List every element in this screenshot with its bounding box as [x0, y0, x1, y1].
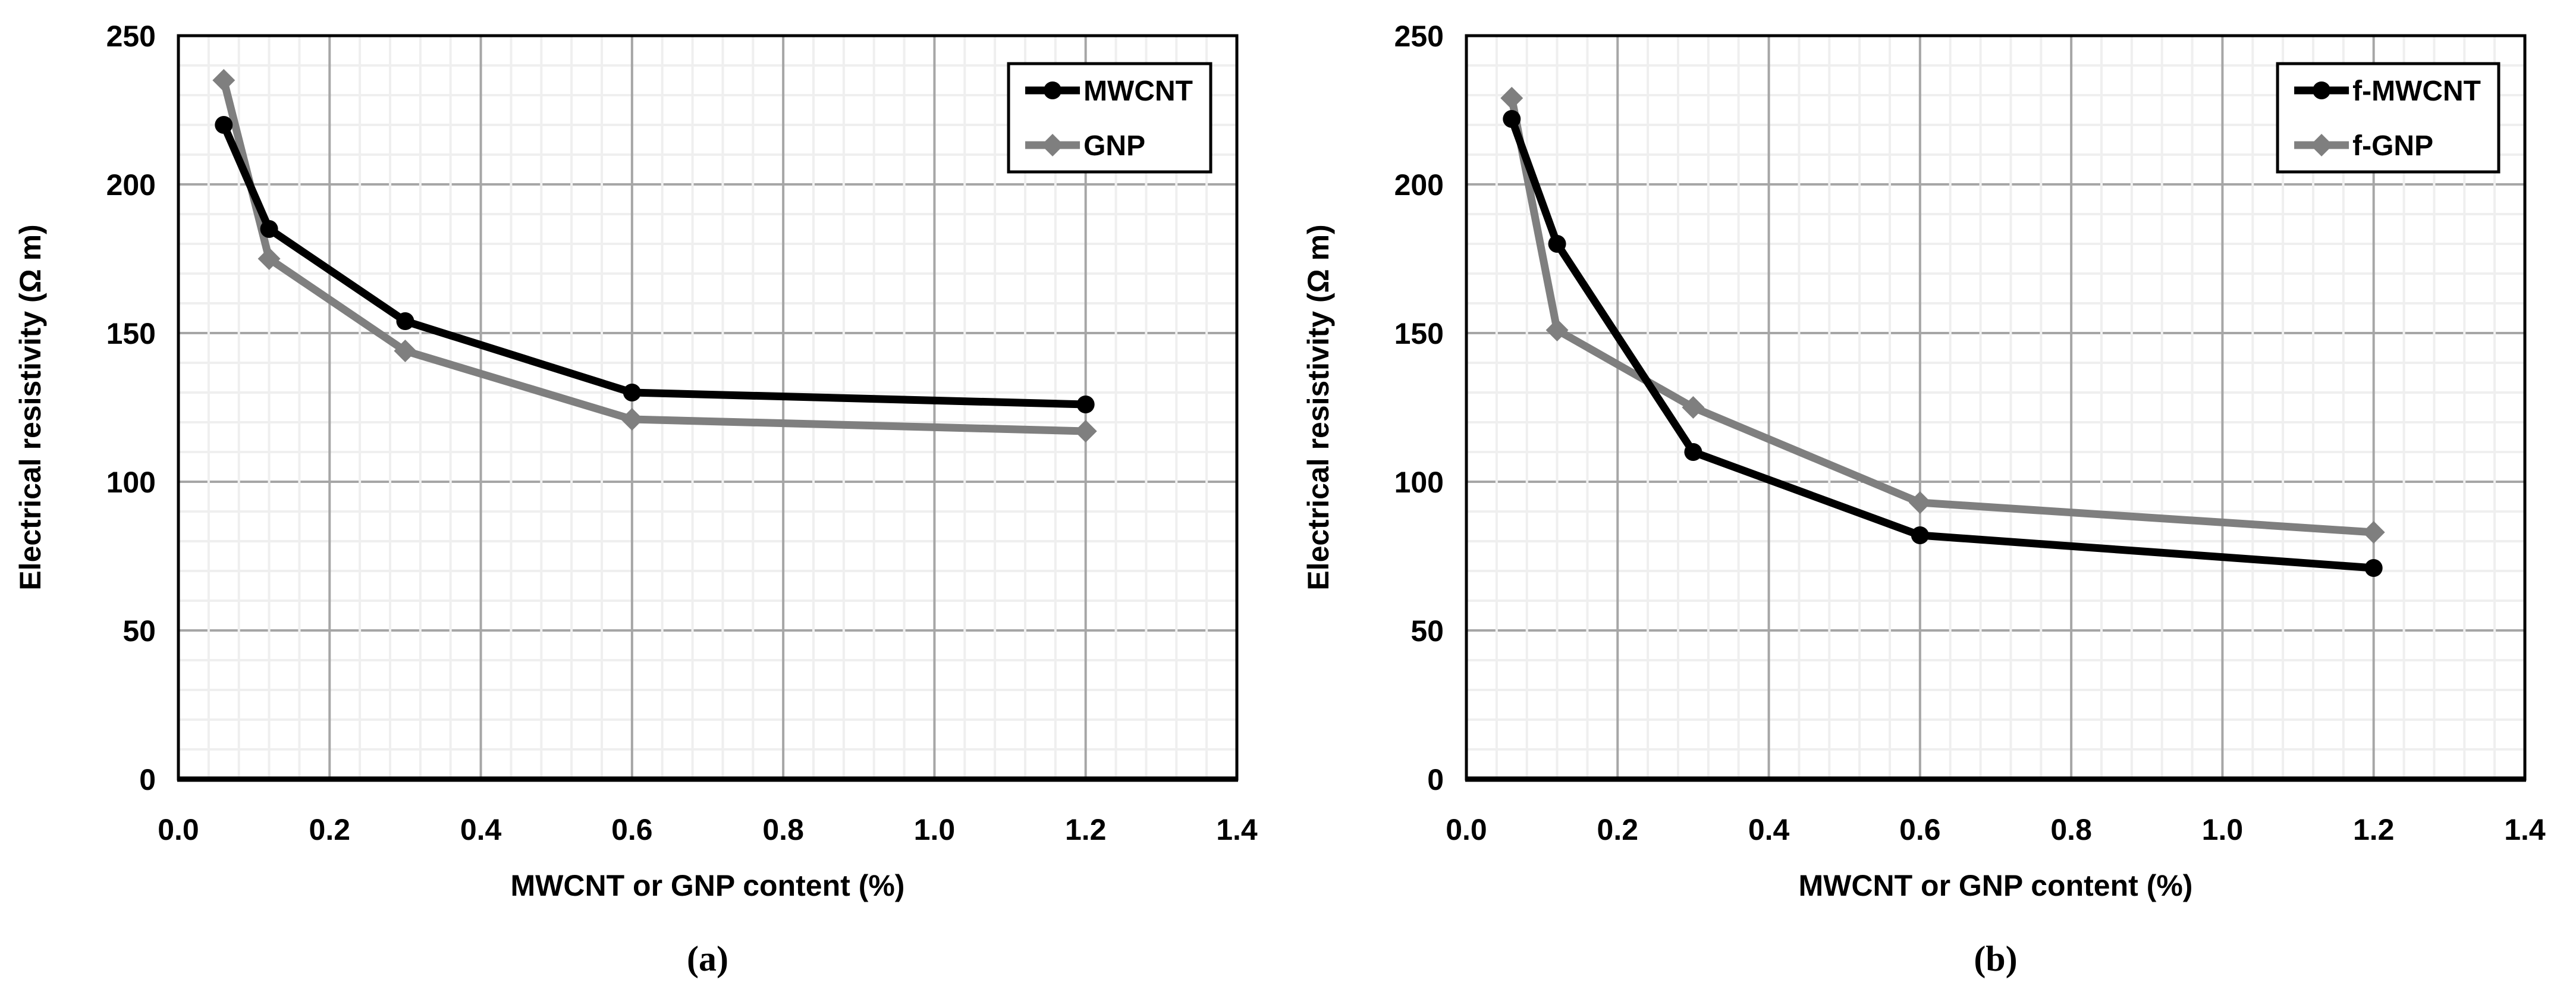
legend-label: f-MWCNT	[2352, 76, 2481, 107]
x-tick-label: 1.2	[2353, 813, 2395, 846]
y-tick-label: 0	[1427, 763, 1444, 796]
y-tick-label: 100	[1394, 466, 1444, 499]
legend-item-gnp: GNP	[1025, 130, 1145, 162]
x-tick-labels: 0.0 0.2 0.4 0.6 0.8 1.0 1.2 1.4	[1446, 813, 2546, 846]
y-tick-labels: 0 50 100 150 200 250	[1394, 20, 1444, 796]
data-point-diamond	[1908, 491, 1931, 514]
y-tick-label: 200	[106, 168, 156, 202]
x-tick-label: 0.8	[762, 813, 804, 846]
data-point-diamond	[212, 69, 235, 92]
legend-label: GNP	[1083, 130, 1145, 162]
data-point-circle	[1911, 526, 1929, 544]
chart-b: 0.0 0.2 0.4 0.6 0.8 1.0 1.2 1.4 0 50 100 150 200 250 M…	[1288, 0, 2576, 998]
x-tick-label: 1.4	[1216, 813, 1258, 846]
y-tick-label: 200	[1394, 168, 1444, 202]
x-tick-label: 0.6	[1899, 813, 1941, 846]
data-point-diamond	[257, 247, 281, 270]
legend-label: MWCNT	[1083, 76, 1193, 107]
x-tick-labels: 0.0 0.2 0.4 0.6 0.8 1.0 1.2 1.4	[158, 813, 1258, 846]
x-axis-title: MWCNT or GNP content (%)	[511, 869, 905, 902]
series-f-gnp	[1500, 87, 2385, 544]
x-tick-label: 0.4	[1748, 813, 1790, 846]
x-tick-label: 1.4	[2504, 813, 2546, 846]
gridlines	[1466, 36, 2525, 779]
y-tick-label: 0	[139, 763, 156, 796]
data-point-diamond	[1545, 319, 1569, 341]
x-tick-label: 0.6	[611, 813, 653, 846]
y-tick-label: 250	[106, 20, 156, 53]
data-point-diamond	[1682, 396, 1705, 419]
data-point-circle	[1684, 443, 1702, 461]
legend-box	[2276, 62, 2500, 174]
legend-box	[1007, 62, 1212, 174]
x-axis-title: MWCNT or GNP content (%)	[1799, 869, 2193, 902]
data-point-diamond	[1074, 420, 1097, 442]
data-point-diamond	[2362, 521, 2385, 544]
panel-b: 0.0 0.2 0.4 0.6 0.8 1.0 1.2 1.4 0 50 100 150 200 250 M…	[1288, 0, 2576, 998]
y-tick-label: 150	[1394, 317, 1444, 350]
x-tick-label: 0.0	[158, 813, 199, 846]
y-tick-label: 50	[122, 614, 156, 648]
data-point-circle	[1044, 81, 1062, 99]
data-point-circle	[1503, 110, 1521, 128]
x-tick-label: 0.2	[1597, 813, 1639, 846]
y-tick-label: 250	[1394, 20, 1444, 53]
x-tick-label: 0.0	[1446, 813, 1487, 846]
y-axis-title: Electrical resistivity (Ω m)	[1302, 224, 1335, 590]
series-mwcnt	[215, 116, 1095, 413]
data-point-diamond	[1500, 87, 1523, 109]
data-point-circle	[396, 312, 414, 330]
data-point-circle	[2364, 559, 2383, 577]
x-tick-label: 0.8	[2050, 813, 2092, 846]
legend: f-MWCNT f-GNP	[2276, 62, 2500, 174]
y-tick-label: 100	[106, 466, 156, 499]
x-tick-label: 0.2	[309, 813, 351, 846]
y-tick-label: 150	[106, 317, 156, 350]
legend-item-f-mwcnt: f-MWCNT	[2294, 76, 2481, 107]
caption-b: (b)	[1974, 939, 2018, 978]
data-point-diamond	[1041, 134, 1064, 156]
series-f-mwcnt	[1503, 110, 2383, 577]
data-point-circle	[260, 220, 278, 238]
x-tick-label: 1.2	[1065, 813, 1107, 846]
data-point-diamond	[2310, 134, 2333, 156]
y-axis-title: Electrical resistivity (Ω m)	[14, 224, 47, 590]
data-point-circle	[1548, 235, 1566, 253]
chart-a: 0.0 0.2 0.4 0.6 0.8 1.0 1.2 1.4 0 50 100 150 200 250 M…	[14, 20, 1258, 902]
data-point-circle	[2313, 81, 2331, 99]
legend-item-mwcnt: MWCNT	[1025, 76, 1193, 107]
data-point-circle	[1076, 396, 1095, 413]
x-tick-label: 0.4	[460, 813, 502, 846]
x-tick-label: 1.0	[2202, 813, 2244, 846]
legend-item-f-gnp: f-GNP	[2294, 130, 2433, 162]
data-point-circle	[215, 116, 233, 134]
data-point-diamond	[620, 408, 643, 431]
data-point-circle	[623, 384, 641, 401]
legend: MWCNT GNP	[1007, 62, 1212, 174]
y-tick-label: 50	[1410, 614, 1444, 648]
data-point-diamond	[394, 340, 417, 362]
caption-a: (a)	[687, 939, 728, 978]
legend-label: f-GNP	[2352, 130, 2433, 162]
x-tick-label: 1.0	[914, 813, 956, 846]
y-tick-labels: 0 50 100 150 200 250	[106, 20, 156, 796]
panel-a: 0.0 0.2 0.4 0.6 0.8 1.0 1.2 1.4 0 50 100 150 200 250 M…	[14, 20, 1258, 978]
